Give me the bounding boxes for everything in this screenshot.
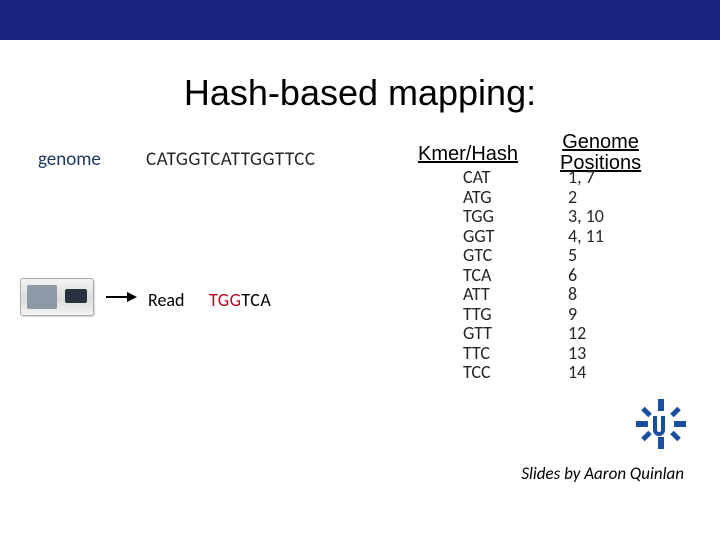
genome-sequence: CATGGTCATTGGTTCC xyxy=(146,148,316,171)
read-seq-highlight: TGG xyxy=(209,289,241,311)
institution-logo-icon xyxy=(636,399,686,454)
kmer-cell: GTT xyxy=(463,324,494,344)
slide-title: Hash-based mapping: xyxy=(0,72,720,114)
read-seq-rest: TCA xyxy=(241,289,271,311)
kmer-column-header: Kmer/Hash xyxy=(418,143,518,166)
kmer-cell: GTC xyxy=(463,246,494,266)
sequencer-icon xyxy=(20,278,94,316)
position-cell: 1, 7 xyxy=(568,168,604,188)
kmer-cell: TGG xyxy=(463,207,494,227)
position-cell: 12 xyxy=(568,324,604,344)
kmer-cell: TCC xyxy=(463,363,494,383)
arrow-icon xyxy=(105,290,137,304)
genome-label: genome xyxy=(38,148,101,171)
position-cell: 14 xyxy=(568,363,604,383)
positions-column: 1, 723, 104, 115689121314 xyxy=(568,168,604,383)
position-cell: 5 xyxy=(568,246,604,266)
read-label: Read xyxy=(148,289,185,311)
position-cell: 3, 10 xyxy=(568,207,604,227)
position-cell: 8 xyxy=(568,285,604,305)
kmer-cell: CAT xyxy=(463,168,494,188)
kmer-cell: ATT xyxy=(463,285,494,305)
kmer-column: CATATGTGGGGTGTCTCAATTTTGGTTTTCTCC xyxy=(463,168,494,383)
read-sequence: TGGTCA xyxy=(209,289,271,311)
slide-credit: Slides by Aaron Quinlan xyxy=(521,463,684,484)
positions-header-line1: Genome xyxy=(562,131,639,153)
slide-top-bar xyxy=(0,0,720,40)
